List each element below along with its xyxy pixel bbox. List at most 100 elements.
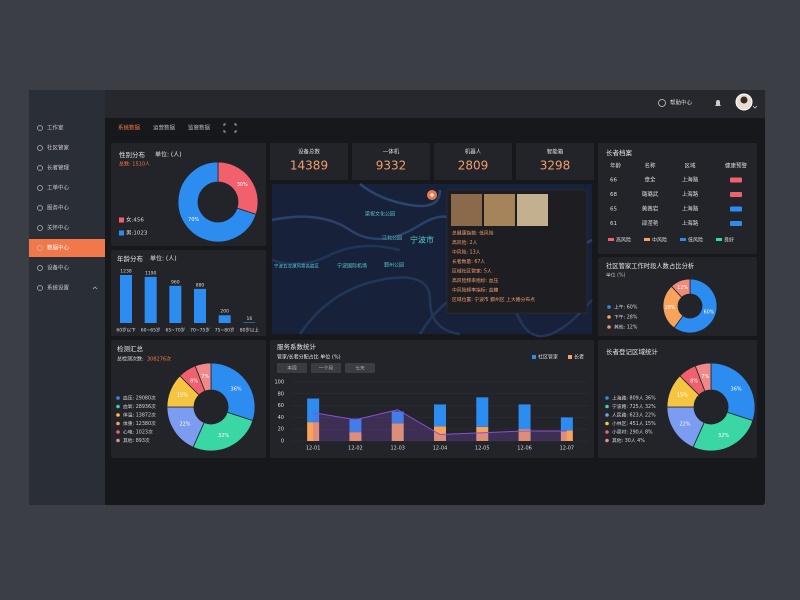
legend-dot xyxy=(605,430,609,434)
range-button[interactable] xyxy=(345,363,375,373)
y-tick-label: 100 xyxy=(274,380,284,386)
legend-label: 血氧: 28936次 xyxy=(123,403,156,410)
legend-label: 中风险 xyxy=(652,237,667,244)
menu-item[interactable]: 工单中心 xyxy=(47,184,70,192)
bar-segment xyxy=(307,422,320,441)
menu-icon xyxy=(37,285,43,291)
menu-item[interactable]: 设备中心 xyxy=(47,264,70,272)
legend-dot xyxy=(607,325,611,329)
stat-value: 14389 xyxy=(290,159,328,173)
bar-segment xyxy=(391,411,404,424)
table-cell: 上海路 xyxy=(682,205,699,213)
panel xyxy=(352,143,430,180)
bar xyxy=(120,275,132,323)
table-cell: 璐璐武 xyxy=(642,190,659,198)
bar-segment xyxy=(560,417,573,431)
fullscreen-icon[interactable] xyxy=(223,123,237,133)
popup-field: 区域位置: 宁波市 鄞州区 上大路分布点 xyxy=(452,296,535,303)
bar-segment xyxy=(349,432,362,441)
legend-label: 小林区: 451人 15% xyxy=(612,420,656,427)
table-cell: 章全 xyxy=(644,176,656,184)
panel-unit: 单位: (人) xyxy=(155,151,182,159)
panel xyxy=(434,143,512,180)
legend-label: 其他: 12% xyxy=(614,324,638,331)
warning-pill xyxy=(730,221,742,226)
bar-segment xyxy=(476,397,489,427)
panel-unit: 单位: (人) xyxy=(150,255,177,263)
stat-value: 9332 xyxy=(376,159,407,173)
y-tick-label: 0 xyxy=(281,439,284,445)
table-cell: 邵滢艳 xyxy=(642,219,659,227)
y-tick-label: 40 xyxy=(278,415,284,421)
menu-item[interactable]: 数据中心 xyxy=(47,244,70,252)
range-button-label[interactable]: 七天 xyxy=(355,365,365,372)
trend-area xyxy=(313,409,567,441)
tab[interactable]: 运营数据 xyxy=(153,124,176,132)
panel-title: 长者登记区域统计 xyxy=(606,347,659,356)
menu-item[interactable]: 长者管理 xyxy=(47,164,70,172)
stat-label: 机器人 xyxy=(465,148,482,156)
tab[interactable]: 监管数据 xyxy=(188,124,211,132)
x-tick-label: 75~80岁 xyxy=(215,327,235,334)
menu-item[interactable]: 系统设置 xyxy=(47,284,70,292)
help-link[interactable]: 帮助中心 xyxy=(670,99,693,107)
panel-title: 年龄分布 xyxy=(117,254,144,263)
legend-label: 上海路: 809人 36% xyxy=(612,395,656,402)
range-button[interactable] xyxy=(311,363,341,373)
pie-slice xyxy=(710,362,756,422)
bar-value: 1238 xyxy=(120,269,132,275)
menu-item[interactable]: 工作室 xyxy=(47,124,64,132)
popup-field: 中风险频率指标: 血糖 xyxy=(452,287,499,294)
table-cell: 66 xyxy=(610,178,617,184)
bar-value: 1190 xyxy=(145,270,157,276)
warning-pill xyxy=(730,206,742,212)
legend-swatch xyxy=(608,238,614,241)
y-tick-label: 20 xyxy=(278,427,284,433)
bar xyxy=(194,288,206,323)
legend-dot xyxy=(605,396,609,400)
map-label: 宁波国际机场 xyxy=(337,263,367,270)
stat-label: 一体机 xyxy=(383,148,400,156)
table-header: 年龄 xyxy=(610,162,622,170)
help-icon[interactable] xyxy=(658,99,666,107)
x-tick-label: 12-07 xyxy=(560,446,575,452)
menu-item[interactable]: 服务中心 xyxy=(47,204,70,212)
popup-photo xyxy=(451,194,482,226)
range-button-label[interactable]: 一个月 xyxy=(319,366,333,372)
slice-label: 8% xyxy=(690,379,698,385)
x-tick-label: 12-05 xyxy=(475,446,490,452)
slice-label: 60% xyxy=(704,310,715,316)
x-tick-label: 60岁以下 xyxy=(116,327,136,334)
pie-slice xyxy=(694,362,712,392)
menu-active-bg xyxy=(29,239,105,257)
trend-line xyxy=(313,409,567,436)
bar-segment xyxy=(518,429,531,441)
legend-dot xyxy=(605,413,609,417)
bell-icon[interactable] xyxy=(715,100,721,106)
tab[interactable]: 系统数据 xyxy=(118,124,141,132)
legend-dot xyxy=(116,421,120,426)
menu-item[interactable]: 社区管家 xyxy=(47,144,70,152)
legend-swatch xyxy=(644,238,650,241)
popup-field: 总健康指数: 低风险 xyxy=(452,230,494,237)
slice-label: 22% xyxy=(679,421,690,427)
menu-item[interactable]: 关怀中心 xyxy=(47,224,70,232)
stat-value: 2809 xyxy=(458,159,489,173)
legend-label: 男:1023 xyxy=(126,230,148,237)
range-button-label[interactable]: 本周 xyxy=(287,365,297,372)
avatar-caret[interactable] xyxy=(752,105,758,109)
slice-label: 28% xyxy=(665,305,676,311)
slice-label: 30% xyxy=(237,182,248,188)
range-button[interactable] xyxy=(277,363,307,373)
panel xyxy=(598,143,757,254)
legend-label: 良好 xyxy=(724,237,734,244)
pie-slice xyxy=(670,278,691,298)
map-road xyxy=(271,244,401,266)
map-label: 宁波五龙潭风景名胜区 xyxy=(274,263,319,270)
popup-photo xyxy=(484,194,515,226)
pie-slice xyxy=(673,278,718,334)
table-cell: 上海路 xyxy=(682,176,699,184)
x-tick-label: 60~65岁 xyxy=(141,327,161,334)
